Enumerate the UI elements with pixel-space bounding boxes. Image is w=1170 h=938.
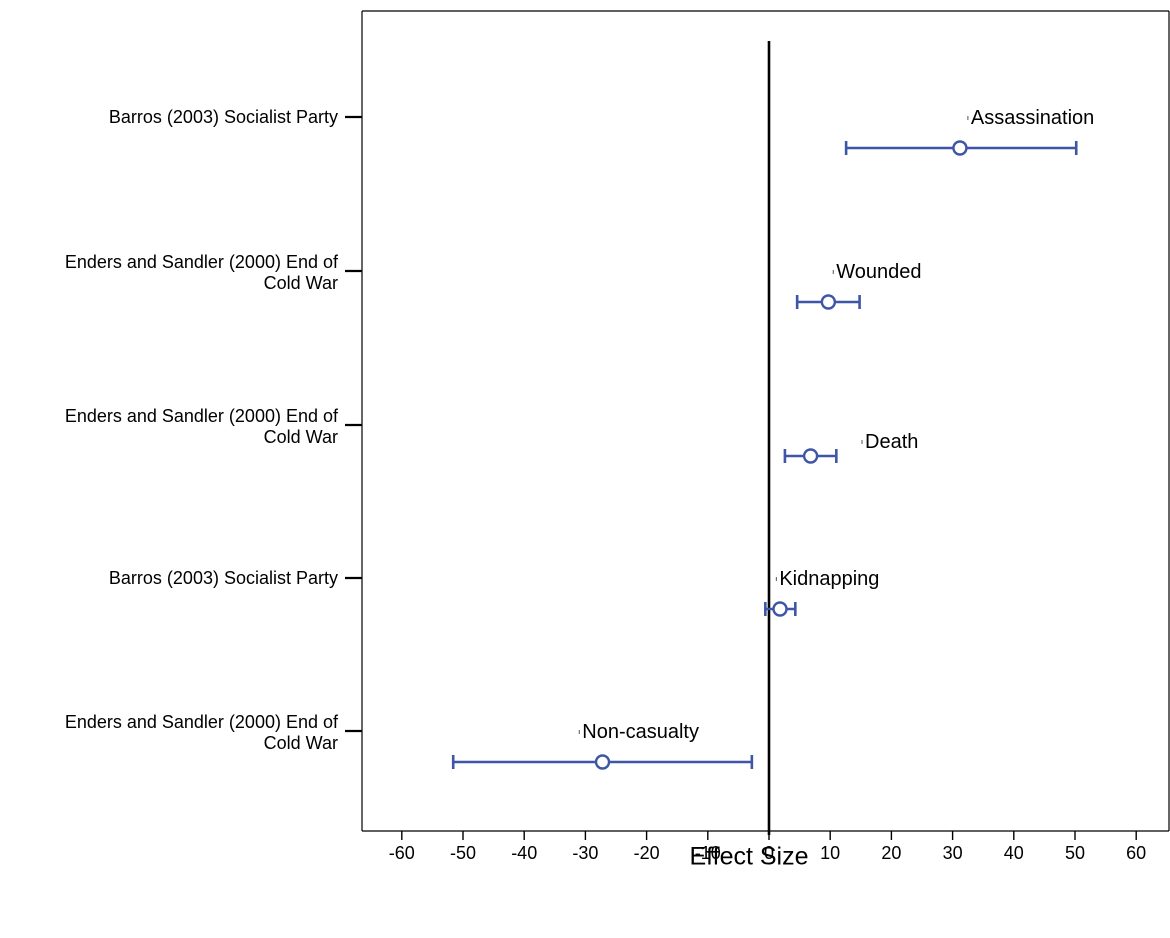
x-tick-label: 0 bbox=[764, 843, 774, 863]
study-label: Cold War bbox=[264, 427, 338, 447]
x-tick-label: -60 bbox=[389, 843, 415, 863]
x-axis-title: Effect Size bbox=[689, 843, 808, 871]
x-tick-label: -40 bbox=[511, 843, 537, 863]
marks-layer: Assassination Wounded Death Kidnapping Non-c… bbox=[451, 41, 1094, 835]
study-label: Barros (2003) Socialist Party bbox=[109, 107, 338, 127]
study-label: Barros (2003) Socialist Party bbox=[109, 568, 338, 588]
axes-layer: -60 -50 -40 -30 -20 -10 0 10 20 30 40 50 60 Barros (2… bbox=[65, 10, 1170, 863]
x-tick-label: 60 bbox=[1126, 843, 1146, 863]
study-label: Cold War bbox=[264, 273, 338, 293]
x-tick-label: -30 bbox=[572, 843, 598, 863]
x-tick-label: 20 bbox=[881, 843, 901, 863]
x-tick-label: 30 bbox=[943, 843, 963, 863]
x-tick-label: -20 bbox=[634, 843, 660, 863]
point-label: Assassination bbox=[971, 107, 1094, 129]
point-label: Wounded bbox=[836, 261, 921, 283]
x-tick-label: 50 bbox=[1065, 843, 1085, 863]
x-tick-label: -50 bbox=[450, 843, 476, 863]
point-label: Death bbox=[865, 431, 918, 453]
study-label: Cold War bbox=[264, 733, 338, 753]
study-label: Enders and Sandler (2000) End of bbox=[65, 712, 339, 732]
x-tick-label: 10 bbox=[820, 843, 840, 863]
point-estimate bbox=[802, 448, 819, 464]
study-label: Enders and Sandler (2000) End of bbox=[65, 252, 339, 272]
point-estimate bbox=[772, 601, 788, 617]
point-label: Non-casualty bbox=[582, 721, 699, 743]
study-label: Enders and Sandler (2000) End of bbox=[65, 406, 339, 426]
point-estimate bbox=[820, 294, 837, 310]
point-estimate bbox=[594, 754, 611, 770]
x-tick-label: 40 bbox=[1004, 843, 1024, 863]
point-label: Kidnapping bbox=[779, 568, 879, 590]
x-tick-label: -10 bbox=[695, 843, 721, 863]
point-estimate bbox=[952, 140, 968, 156]
